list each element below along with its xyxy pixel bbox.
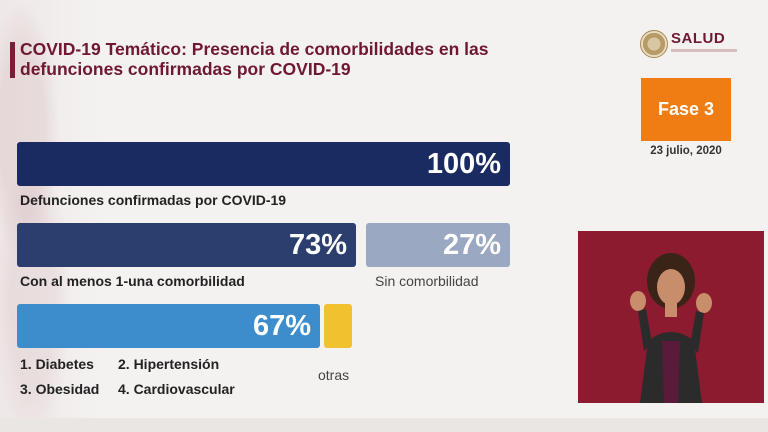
bar-total-value: 100% xyxy=(426,147,501,180)
title-line-1: COVID-19 Temático: Presencia de comorbil… xyxy=(20,39,489,59)
bar-top4-value: 67% xyxy=(252,309,311,342)
label-without-comorbidity: Sin comorbilidad xyxy=(375,273,479,289)
bar-total-deaths: 100% xyxy=(17,142,510,186)
label-with-comorbidity: Con al menos 1-una comorbilidad xyxy=(20,273,245,289)
bar-other-comorbidities xyxy=(324,304,352,348)
title-accent-bar xyxy=(10,42,15,78)
salud-logo: SALUD xyxy=(638,28,738,64)
report-date: 23 julio, 2020 xyxy=(650,145,722,157)
title-line-2: defunciones confirmadas por COVID-19 xyxy=(20,59,351,79)
bar-top4-comorbidities: 67% xyxy=(17,304,320,348)
page-title: COVID-19 Temático: Presencia de comorbil… xyxy=(20,39,580,79)
sign-language-interpreter-video xyxy=(578,231,764,403)
label-others: otras xyxy=(318,367,350,383)
bar-without-comorbidity-value: 27% xyxy=(442,228,501,261)
comorbidity-item-hypertension: 2. Hipertensión xyxy=(118,356,220,372)
bar-without-comorbidity: 27% xyxy=(366,223,510,267)
bar-with-comorbidity-value: 73% xyxy=(288,228,347,261)
comorbidity-item-obesity: 3. Obesidad xyxy=(20,381,100,397)
phase-badge: Fase 3 xyxy=(641,78,731,141)
comorbidity-item-cardiovascular: 4. Cardiovascular xyxy=(118,381,235,397)
government-seal-icon xyxy=(640,30,668,58)
bar-with-comorbidity: 73% xyxy=(17,223,356,267)
logo-text: SALUD xyxy=(671,30,726,47)
logo-subtitle-mark xyxy=(671,49,737,52)
comorbidity-item-diabetes: 1. Diabetes xyxy=(20,356,94,372)
label-total-deaths: Defunciones confirmadas por COVID-19 xyxy=(20,192,287,208)
footer-strip xyxy=(0,418,768,432)
interpreter-figure-icon xyxy=(630,253,712,403)
decorative-background-pattern xyxy=(0,0,110,432)
